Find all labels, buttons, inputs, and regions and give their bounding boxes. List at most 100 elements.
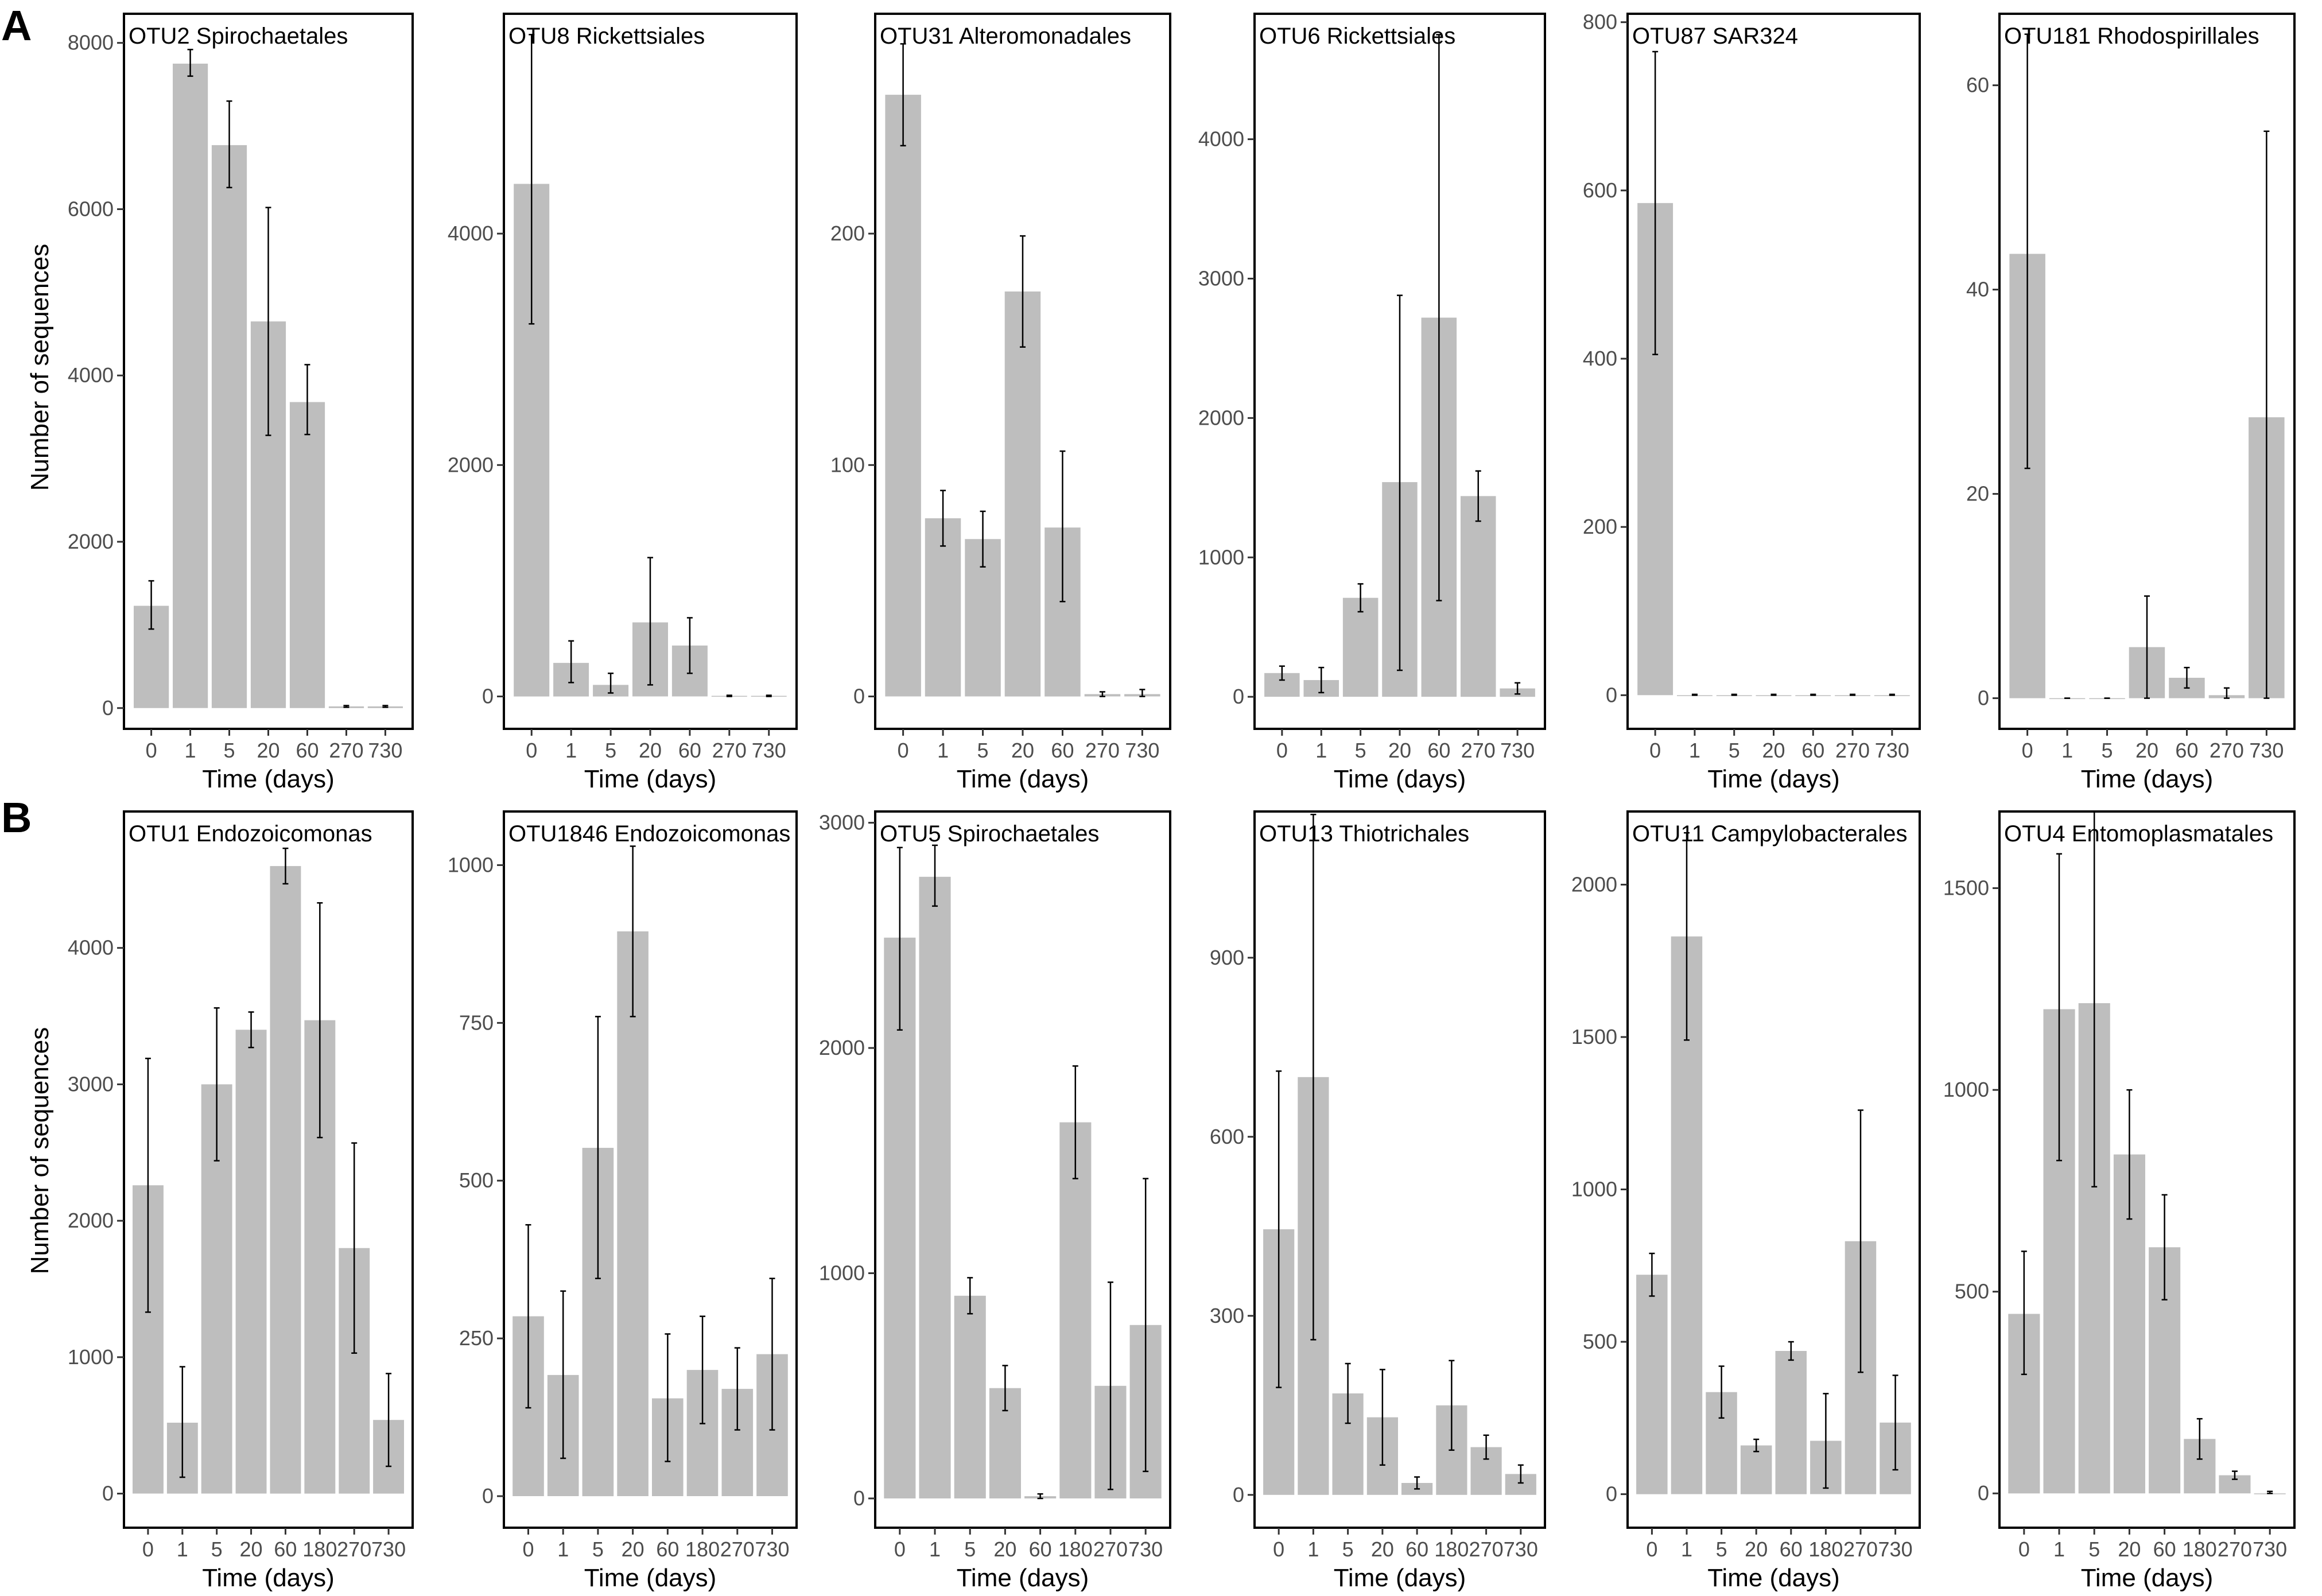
x-tick-label: 180 bbox=[1058, 1537, 1093, 1561]
plot-frame bbox=[503, 810, 798, 1529]
y-tick-label: 300 bbox=[1210, 1304, 1244, 1327]
bar bbox=[1740, 1445, 1772, 1494]
panel-title: OTU181 Rhodospirillales bbox=[2004, 24, 2259, 49]
y-tick-label: 500 bbox=[1583, 1330, 1617, 1353]
y-tick-label: 2000 bbox=[1571, 872, 1617, 896]
x-tick-label: 60 bbox=[1780, 1537, 1803, 1561]
error-bar bbox=[1652, 51, 1659, 355]
y-tick-label: 20 bbox=[1966, 482, 1989, 506]
x-tick-label: 5 bbox=[1355, 739, 1366, 762]
x-tick-label: 0 bbox=[1276, 739, 1288, 762]
error-bar bbox=[2267, 1490, 2273, 1494]
error-bar bbox=[2021, 1251, 2027, 1376]
y-axis-label-row-a: Number of sequences bbox=[26, 244, 54, 491]
x-tick-label: 730 bbox=[1500, 739, 1535, 762]
x-tick-label: 180 bbox=[1434, 1537, 1469, 1561]
error-bar bbox=[1310, 813, 1317, 1341]
y-tick-label: 0 bbox=[1606, 683, 1617, 706]
bar bbox=[925, 518, 961, 697]
chart-panel-6: 0 20 40 60 0 1 5 20 60 270 730 OTU181 Rhodospirilla… bbox=[1966, 13, 2296, 793]
error-bar bbox=[2184, 666, 2190, 689]
x-tick-label: 60 bbox=[2175, 739, 2198, 762]
y-tick-label: 0 bbox=[102, 696, 114, 720]
panel-title: OTU13 Thiotrichales bbox=[1259, 821, 1469, 846]
y-tick-label: 100 bbox=[830, 453, 865, 476]
y-tick-label: 3000 bbox=[1198, 266, 1244, 290]
y-tick-label: 600 bbox=[1210, 1125, 1244, 1148]
error-bar bbox=[1823, 1393, 1829, 1489]
error-bar bbox=[734, 1347, 740, 1431]
x-tick-label: 20 bbox=[257, 739, 279, 762]
plot-frame bbox=[1998, 810, 2296, 1529]
x-tick-label: 60 bbox=[296, 739, 319, 762]
y-tick-label: 0 bbox=[1606, 1482, 1617, 1506]
plot-frame bbox=[1626, 810, 1921, 1529]
bar bbox=[1342, 597, 1379, 697]
x-tick-label: 5 bbox=[1729, 739, 1740, 762]
panel-title: OTU31 Alteromonadales bbox=[880, 24, 1131, 49]
y-tick-label: 0 bbox=[853, 1486, 865, 1510]
y-tick-label: 1000 bbox=[819, 1261, 865, 1285]
error-bar bbox=[896, 846, 903, 1031]
x-tick-label: 20 bbox=[1371, 1537, 1394, 1561]
error-bar bbox=[665, 1333, 671, 1462]
error-bar bbox=[1731, 693, 1737, 696]
y-tick-label: 900 bbox=[1210, 946, 1244, 969]
x-tick-label: 60 bbox=[1801, 739, 1824, 762]
bar bbox=[270, 866, 301, 1494]
x-tick-label: 730 bbox=[2249, 739, 2284, 762]
error-bar bbox=[766, 694, 772, 697]
error-bar bbox=[265, 207, 271, 436]
error-bar bbox=[1002, 1365, 1008, 1412]
x-tick-label: 0 bbox=[146, 739, 157, 762]
y-tick-label: 400 bbox=[1583, 347, 1617, 370]
error-bar bbox=[2231, 1470, 2238, 1480]
x-axis-title: Time (days) bbox=[584, 765, 717, 793]
error-bar bbox=[1718, 1365, 1725, 1419]
x-tick-label: 1 bbox=[185, 739, 196, 762]
error-bar bbox=[2223, 687, 2230, 699]
error-bar bbox=[2126, 1089, 2133, 1220]
error-bar bbox=[1691, 693, 1698, 696]
x-axis-title: Time (days) bbox=[2081, 765, 2214, 793]
y-tick-label: 2000 bbox=[68, 1209, 114, 1232]
x-tick-label: 20 bbox=[240, 1537, 263, 1561]
error-bar bbox=[317, 902, 323, 1139]
y-tick-label: 0 bbox=[482, 1484, 494, 1508]
x-tick-label: 20 bbox=[2118, 1537, 2141, 1561]
error-bar bbox=[1449, 1360, 1455, 1451]
bar bbox=[1636, 1275, 1668, 1494]
error-bar bbox=[282, 847, 289, 885]
x-tick-label: 0 bbox=[1273, 1537, 1284, 1561]
chart-panel-1: 0 2000 4000 6000 8000 0 1 5 20 60 270 730 OTU2 Spiro… bbox=[68, 13, 414, 793]
x-tick-label: 180 bbox=[1808, 1537, 1843, 1561]
y-tick-label: 40 bbox=[1966, 278, 1989, 301]
y-tick-label: 0 bbox=[1978, 1481, 1989, 1505]
error-bar bbox=[525, 1224, 531, 1409]
y-tick-label: 1000 bbox=[68, 1345, 114, 1369]
error-bar bbox=[304, 364, 310, 436]
panel-title: OTU8 Rickettsiales bbox=[508, 24, 705, 49]
x-tick-label: 5 bbox=[592, 1537, 604, 1561]
error-bar bbox=[560, 1290, 566, 1459]
x-tick-label: 0 bbox=[2022, 739, 2033, 762]
x-tick-label: 20 bbox=[993, 1537, 1016, 1561]
error-bar bbox=[1788, 1341, 1794, 1361]
x-tick-label: 1 bbox=[557, 1537, 569, 1561]
x-tick-label: 1 bbox=[1681, 1537, 1692, 1561]
x-tick-label: 180 bbox=[2183, 1537, 2217, 1561]
error-bar bbox=[1892, 1374, 1898, 1471]
y-tick-label: 0 bbox=[482, 685, 494, 708]
x-axis-title: Time (days) bbox=[957, 1564, 1089, 1592]
error-bar bbox=[1143, 1178, 1149, 1473]
y-tick-label: 200 bbox=[830, 222, 865, 245]
error-bar bbox=[1345, 1362, 1351, 1424]
error-bar bbox=[2161, 1194, 2168, 1300]
panel-title: OTU11 Campylobacterales bbox=[1632, 821, 1907, 846]
x-tick-label: 730 bbox=[1125, 739, 1159, 762]
error-bar bbox=[2056, 853, 2063, 1162]
y-tick-label: 4000 bbox=[68, 363, 114, 387]
bar bbox=[289, 402, 325, 708]
